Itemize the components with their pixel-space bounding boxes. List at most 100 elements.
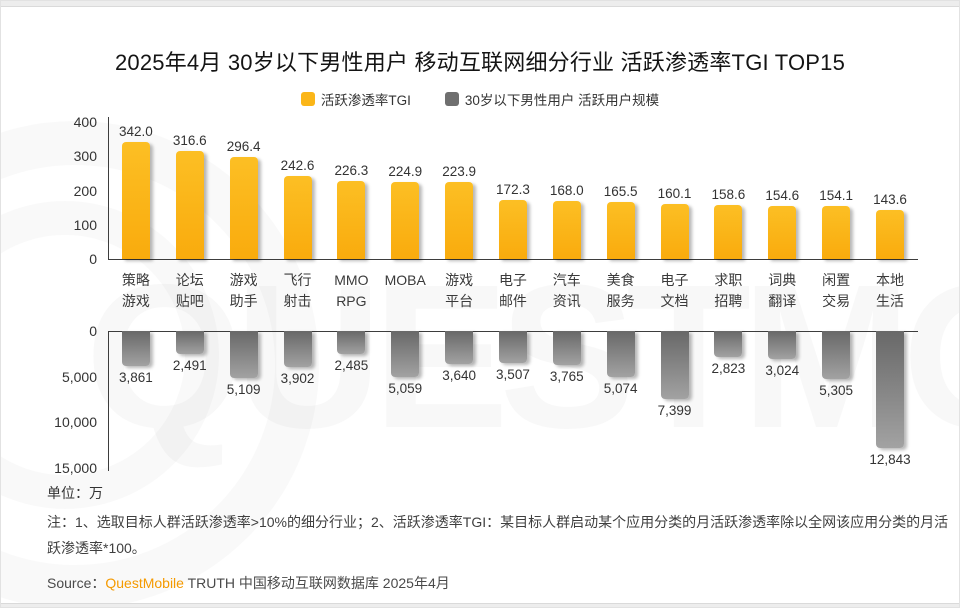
- tgi-value-label: 224.9: [388, 163, 423, 179]
- legend-label: 30岁以下男性用户 活跃用户规模: [464, 93, 660, 108]
- user-scale-value-label: 2,491: [172, 357, 207, 373]
- top-y-axis-line: [108, 117, 109, 259]
- category-label-line: 平台: [445, 293, 474, 309]
- tgi-value-label: 160.1: [657, 186, 692, 202]
- user-scale-value-label: 3,640: [442, 368, 476, 384]
- footnote-text: 注：1、选取目标人群活跃渗透率>10%的细分行业；2、活跃渗透率TGI：某目标人…: [47, 514, 949, 556]
- user-scale-value-label: 3,765: [549, 369, 584, 385]
- tgi-value-label: 172.3: [496, 181, 530, 197]
- category-label-line: 飞行: [283, 272, 312, 288]
- category-label: 电子 文档: [642, 259, 708, 331]
- category-label-line: 求职: [714, 272, 743, 288]
- user-scale-bar: [606, 331, 635, 378]
- category-label-line: 生活: [875, 293, 904, 309]
- tgi-bar: [822, 206, 851, 259]
- user-scale-bar: [875, 331, 904, 449]
- category-label: 闲置 交易: [803, 259, 869, 331]
- category-label-line: 交易: [822, 293, 851, 309]
- chart-column: 158.6 求职 招聘 2,823: [701, 122, 755, 471]
- category-label-line: 美食: [606, 272, 635, 288]
- user-scale-value-label: 3,861: [119, 370, 153, 386]
- category-label-line: 射击: [283, 293, 312, 309]
- source-brand: QuestMobile: [105, 575, 184, 591]
- tgi-bar: [875, 209, 904, 259]
- dual-bar-chart: 342.0 策略 游戏 3,861 316.6 论坛 贴吧 2,491 296.4 游戏 助手 5,1…: [109, 122, 917, 471]
- chart-column: 342.0 策略游戏 3,861: [109, 122, 163, 471]
- legend-label: 活跃渗透率TGI: [320, 93, 411, 108]
- tgi-value-label: 154.6: [765, 188, 800, 204]
- user-scale-bar: [175, 331, 204, 354]
- chart-column: 154.1 闲置 交易 5,305: [809, 122, 863, 471]
- chart-column: 168.0 汽车 资讯 3,765: [540, 122, 594, 471]
- tgi-bar: [229, 157, 258, 259]
- tgi-bar: [552, 201, 581, 259]
- top-edge-strip: [1, 1, 959, 7]
- category-label-line: MMO: [334, 272, 369, 288]
- chart-column: 165.5 美食 服务 5,074: [594, 122, 648, 471]
- tgi-bar: [337, 181, 366, 259]
- tgi-bar: [660, 204, 689, 259]
- user-scale-bar: [768, 331, 797, 359]
- user-scale-bar: [445, 331, 474, 365]
- tgi-bar: [283, 175, 312, 259]
- category-label: 策略 游戏: [103, 259, 169, 331]
- chart-column: 316.6 论坛贴吧 2,491: [163, 122, 217, 471]
- category-label-line: 闲置: [822, 272, 851, 288]
- tgi-value-label: 143.6: [873, 191, 907, 207]
- category-label-line: 服务: [606, 293, 635, 309]
- axis-tick-label: 10,000: [54, 414, 97, 431]
- user-scale-value-label: 7,399: [657, 402, 692, 418]
- category-label-line: 资讯: [552, 293, 581, 309]
- category-label-line: RPG: [336, 293, 367, 309]
- axis-tick-label: 5,000: [61, 368, 97, 385]
- tgi-value-label: 168.0: [549, 183, 584, 199]
- tgi-value-label: 316.6: [172, 132, 207, 148]
- category-label: MOBA: [372, 259, 438, 331]
- user-scale-value-label: 3,024: [765, 362, 800, 378]
- chart-column: 224.9 MOBA 5,059: [378, 122, 432, 471]
- user-scale-bar: [121, 331, 150, 367]
- user-scale-bar: [660, 331, 689, 399]
- user-scale-value-label: 3,507: [496, 367, 530, 383]
- user-scale-value-label: 12,843: [869, 452, 911, 468]
- tgi-bar: [498, 199, 527, 259]
- axis-tick-label: 100: [73, 216, 97, 233]
- tgi-value-label: 165.5: [603, 184, 638, 200]
- category-label-line: 游戏: [121, 293, 150, 309]
- category-label: 论坛 贴吧: [157, 259, 223, 331]
- user-scale-bar: [498, 331, 527, 364]
- user-scale-bar: [552, 331, 581, 366]
- tgi-bar: [445, 182, 474, 259]
- unit-label: 单位：万: [47, 485, 103, 501]
- legend-item: 30岁以下男性用户 活跃用户规模: [444, 89, 660, 109]
- category-label-line: 游戏: [445, 272, 474, 288]
- category-label: 电子 邮件: [480, 259, 546, 331]
- category-label: MMO RPG: [318, 259, 384, 331]
- user-scale-bar: [337, 331, 366, 354]
- tgi-value-label: 342.0: [119, 123, 153, 139]
- category-label-line: 电子: [660, 272, 689, 288]
- axis-tick-label: 200: [73, 182, 97, 199]
- category-label: 词典 翻译: [749, 259, 815, 331]
- category-label-line: 贴吧: [175, 293, 204, 309]
- top-baseline: [108, 259, 918, 260]
- user-scale-value-label: 5,109: [226, 381, 261, 397]
- bottom-y-axis-ticks: 0 5,000 10,000 15,000: [1, 323, 97, 476]
- tgi-bar: [175, 150, 204, 259]
- chart-column: 160.1 电子 文档 7,399: [648, 122, 702, 471]
- category-label-line: 论坛: [175, 272, 204, 288]
- category-label: 汽车 资讯: [534, 259, 600, 331]
- axis-tick-label: 0: [89, 251, 97, 267]
- category-label-line: 电子: [498, 272, 527, 288]
- user-scale-value-label: 5,059: [388, 381, 423, 397]
- chart-column: 223.9 游戏 平台 3,640: [432, 122, 486, 471]
- user-scale-value-label: 3,902: [280, 370, 315, 386]
- category-label-line: 策略: [121, 272, 150, 288]
- category-label-line: 游戏: [229, 272, 258, 288]
- chart-column: 172.3 电子 邮件 3,507: [486, 122, 540, 471]
- tgi-bar: [714, 204, 743, 259]
- source-line: Source：QuestMobile TRUTH 中国移动互联网数据库 2025…: [47, 573, 450, 593]
- axis-tick-label: 15,000: [54, 460, 97, 476]
- category-label-line: MOBA: [384, 272, 426, 288]
- bottom-y-axis-line: [108, 331, 109, 471]
